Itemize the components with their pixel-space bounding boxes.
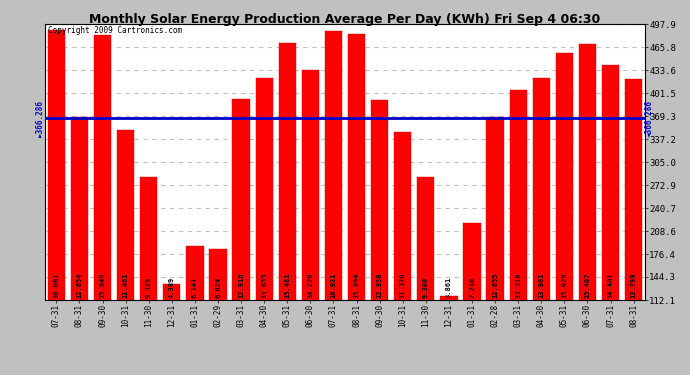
Text: 6.141: 6.141 — [192, 277, 198, 298]
Bar — [348, 34, 365, 375]
Text: 9.319: 9.319 — [146, 277, 152, 298]
Text: 15.029: 15.029 — [562, 272, 567, 298]
Bar — [233, 99, 250, 375]
Text: 15.849: 15.849 — [99, 272, 106, 298]
Text: 13.799: 13.799 — [631, 272, 637, 298]
Text: 13.855: 13.855 — [262, 272, 267, 298]
Bar — [555, 53, 573, 375]
Bar — [533, 78, 550, 375]
Bar — [117, 130, 135, 375]
Bar — [371, 100, 388, 375]
Text: 9.300: 9.300 — [423, 277, 428, 298]
Text: Copyright 2009 Cartronics.com: Copyright 2009 Cartronics.com — [48, 26, 182, 35]
Text: 4.389: 4.389 — [169, 277, 175, 298]
Bar — [394, 132, 411, 375]
Text: 6.024: 6.024 — [215, 277, 221, 298]
Bar — [163, 285, 181, 375]
Text: 7.210: 7.210 — [469, 277, 475, 298]
Bar — [255, 78, 273, 375]
Text: 15.481: 15.481 — [284, 272, 290, 298]
Text: 16.021: 16.021 — [331, 272, 337, 298]
Bar — [279, 43, 296, 375]
Bar — [486, 117, 504, 375]
Text: 11.370: 11.370 — [400, 272, 406, 298]
Text: 15.407: 15.407 — [584, 272, 591, 298]
Text: 13.861: 13.861 — [538, 272, 544, 298]
Text: 3.861: 3.861 — [446, 277, 452, 298]
Text: 11.461: 11.461 — [123, 272, 128, 298]
Text: 14.226: 14.226 — [307, 272, 313, 298]
Bar — [186, 246, 204, 375]
Bar — [209, 249, 227, 375]
Bar — [71, 117, 88, 375]
Bar — [325, 31, 342, 375]
Text: 16.061: 16.061 — [53, 272, 59, 298]
Text: Monthly Solar Energy Production Average Per Day (KWh) Fri Sep 4 06:30: Monthly Solar Energy Production Average … — [90, 13, 600, 26]
Bar — [625, 80, 642, 375]
Text: 15.894: 15.894 — [353, 272, 359, 298]
Bar — [509, 90, 527, 375]
Text: 12.916: 12.916 — [238, 272, 244, 298]
Bar — [417, 177, 435, 375]
Bar — [94, 35, 111, 375]
Text: ◄366.286: ◄366.286 — [645, 100, 654, 137]
Bar — [602, 64, 619, 375]
Bar — [302, 70, 319, 375]
Text: 12.055: 12.055 — [492, 272, 498, 298]
Bar — [48, 30, 65, 375]
Text: 14.481: 14.481 — [607, 272, 613, 298]
Text: ►366.286: ►366.286 — [36, 100, 45, 137]
Bar — [440, 296, 457, 375]
Text: 13.316: 13.316 — [515, 272, 521, 298]
Bar — [579, 44, 596, 375]
Bar — [140, 177, 157, 375]
Bar — [463, 223, 481, 375]
Text: 12.054: 12.054 — [77, 272, 83, 298]
Text: 12.858: 12.858 — [377, 272, 383, 298]
